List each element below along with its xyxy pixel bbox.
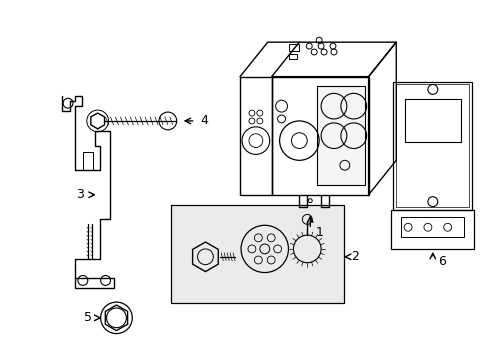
Text: 3: 3 xyxy=(76,188,83,201)
Bar xyxy=(395,85,468,207)
Bar xyxy=(405,99,460,141)
Bar xyxy=(289,54,297,59)
Bar xyxy=(390,210,473,249)
Bar xyxy=(400,217,464,237)
Text: 2: 2 xyxy=(350,250,358,263)
Bar xyxy=(82,152,93,170)
Text: 5: 5 xyxy=(83,311,92,324)
Bar xyxy=(289,44,299,51)
Text: 4: 4 xyxy=(200,114,208,127)
Text: 1: 1 xyxy=(315,226,323,239)
Bar xyxy=(392,82,471,210)
Text: 6: 6 xyxy=(437,255,445,268)
Bar xyxy=(170,204,343,303)
Bar xyxy=(317,86,364,185)
